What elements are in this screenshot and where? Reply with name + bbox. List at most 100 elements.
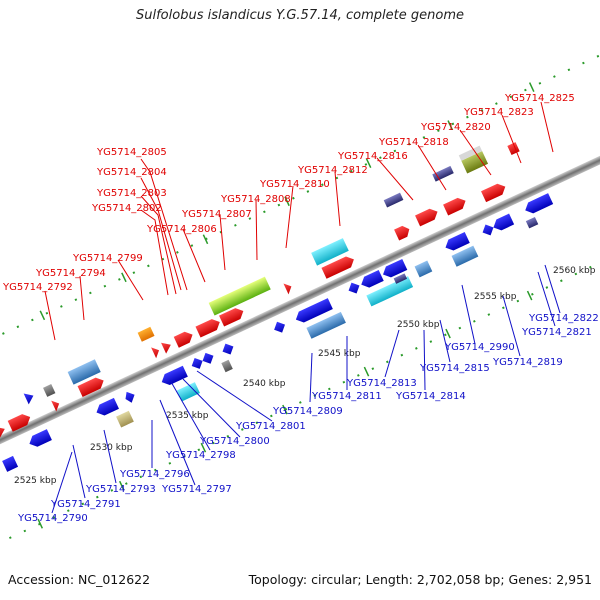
- gene-2792[interactable]: [43, 384, 56, 397]
- gene-2808[interactable]: [208, 276, 271, 316]
- gene-2810[interactable]: [321, 254, 356, 279]
- gene-2819b[interactable]: [480, 222, 496, 238]
- gene-2812[interactable]: [311, 238, 349, 266]
- gene-2809[interactable]: [272, 319, 288, 335]
- gene-2800[interactable]: [221, 359, 233, 373]
- gene-2788[interactable]: [7, 412, 33, 432]
- gene-2819[interactable]: [491, 213, 515, 233]
- gene-label[interactable]: YG5714_2803: [96, 188, 167, 199]
- bottom-leaders: [51, 264, 561, 514]
- gene-label[interactable]: YG5714_2794: [35, 268, 106, 279]
- gene-2791[interactable]: [94, 397, 119, 418]
- gene-2807[interactable]: [283, 281, 294, 295]
- gene-label[interactable]: YG5714_2815: [419, 363, 490, 374]
- gene-label[interactable]: YG5714_2818: [378, 137, 449, 148]
- gene-2801[interactable]: [220, 341, 236, 357]
- gene-label[interactable]: YG5714_2805: [96, 147, 167, 158]
- gene-label[interactable]: YG5714_2790: [17, 513, 88, 524]
- gene-2815[interactable]: [414, 260, 433, 278]
- gene-2813[interactable]: [366, 276, 414, 307]
- gene-label[interactable]: YG5714_2798: [165, 450, 236, 461]
- gene-2791b[interactable]: [116, 410, 134, 428]
- gene-2806[interactable]: [219, 306, 246, 327]
- gene-label[interactable]: YG5714_2990: [444, 342, 515, 353]
- gene-label[interactable]: YG5714_2813: [346, 378, 417, 389]
- gene-label[interactable]: YG5714_2806: [146, 224, 217, 235]
- gene-2792b[interactable]: [51, 398, 62, 412]
- gene-label[interactable]: YG5714_2822: [528, 313, 599, 324]
- gene-label[interactable]: YG5714_2808: [220, 194, 291, 205]
- gene-label[interactable]: YG5714_2807: [181, 209, 252, 220]
- gene-2814[interactable]: [380, 258, 408, 280]
- gene-2803[interactable]: [161, 339, 173, 354]
- gene-2802[interactable]: [151, 345, 162, 359]
- tick-label: 2550 kbp: [397, 320, 440, 330]
- gene-2823-top: [458, 145, 483, 161]
- gene-label[interactable]: YG5714_2814: [395, 391, 466, 402]
- gene-label[interactable]: YG5714_2825: [504, 93, 575, 104]
- tick-label: 2545 kbp: [318, 349, 361, 359]
- top-leaders: [44, 101, 554, 341]
- gene-label[interactable]: YG5714_2791: [50, 499, 121, 510]
- gene-2820b[interactable]: [443, 195, 468, 216]
- gene-label[interactable]: YG5714_2823: [463, 107, 534, 118]
- gene-2789[interactable]: [23, 390, 36, 405]
- tick-label: 2530 kbp: [90, 443, 133, 453]
- gene-2798a[interactable]: [200, 350, 216, 366]
- tick-label: 2555 kbp: [474, 292, 517, 302]
- gene-label[interactable]: YG5714_2809: [272, 406, 343, 417]
- gene-2813-cap: [393, 273, 408, 284]
- gene-2990b[interactable]: [451, 245, 479, 267]
- gene-label[interactable]: YG5714_2820: [420, 122, 491, 133]
- top-labels: YG5714_2825 YG5714_2823 YG5714_2820 YG57…: [2, 93, 575, 293]
- gene-2797[interactable]: [159, 365, 188, 388]
- gene-2799[interactable]: [137, 326, 155, 342]
- gene-2821[interactable]: [525, 216, 539, 229]
- gene-2811b[interactable]: [306, 311, 346, 339]
- tick-label: 2560 kbp: [553, 266, 596, 276]
- gene-label[interactable]: YG5714_2811: [311, 391, 382, 402]
- gene-2825b[interactable]: [481, 181, 508, 203]
- gene-label[interactable]: YG5714_2800: [199, 436, 270, 447]
- gene-label[interactable]: YG5714_2801: [235, 421, 306, 432]
- gene-label[interactable]: YG5714_2792: [2, 282, 73, 293]
- gene-2786[interactable]: [2, 455, 19, 472]
- gene-2823[interactable]: [461, 151, 489, 174]
- gene-2794[interactable]: [67, 359, 101, 385]
- gene-2813a[interactable]: [359, 269, 384, 290]
- topology-text: Topology: circular; Length: 2,702,058 bp…: [248, 572, 592, 587]
- gene-2793[interactable]: [123, 389, 137, 404]
- gene-2804[interactable]: [173, 329, 195, 348]
- gene-label[interactable]: YG5714_2821: [521, 327, 592, 338]
- gene-label[interactable]: YG5714_2797: [161, 484, 232, 495]
- genome-backbone: [0, 127, 600, 473]
- gene-2820[interactable]: [432, 165, 454, 182]
- bottom-labels: YG5714_2809 YG5714_2801 YG5714_2800 YG57…: [17, 313, 599, 524]
- gene-label[interactable]: YG5714_2796: [119, 469, 190, 480]
- gene-2813b[interactable]: [346, 280, 362, 296]
- gene-2816[interactable]: [394, 224, 412, 241]
- gene-label[interactable]: YG5714_2804: [96, 167, 167, 178]
- gene-2811[interactable]: [293, 298, 333, 325]
- gene-2787[interactable]: [0, 423, 7, 438]
- outer-major-ticks: [39, 82, 535, 321]
- gene-2822[interactable]: [523, 193, 554, 216]
- gene-2805[interactable]: [195, 317, 222, 338]
- gene-2798b[interactable]: [189, 355, 205, 371]
- gene-2990[interactable]: [443, 232, 470, 253]
- gene-2818b[interactable]: [415, 206, 440, 227]
- gene-label[interactable]: YG5714_2802: [91, 203, 162, 214]
- gene-label[interactable]: YG5714_2793: [85, 484, 156, 495]
- gene-2794b[interactable]: [77, 375, 107, 397]
- tick-labels: 2525 kbp 2530 kbp 2535 kbp 2540 kbp 2545…: [14, 266, 596, 486]
- genome-title: Sulfolobus islandicus Y.G.57.14, complet…: [136, 8, 464, 23]
- gene-2790[interactable]: [27, 429, 52, 449]
- gene-label[interactable]: YG5714_2819: [492, 357, 563, 368]
- gene-label[interactable]: YG5714_2810: [259, 179, 330, 190]
- gene-2818[interactable]: [383, 192, 404, 208]
- gene-label[interactable]: YG5714_2812: [297, 165, 368, 176]
- gene-2796[interactable]: [176, 382, 200, 402]
- gene-label[interactable]: YG5714_2816: [337, 151, 408, 162]
- gene-label[interactable]: YG5714_2799: [72, 253, 143, 264]
